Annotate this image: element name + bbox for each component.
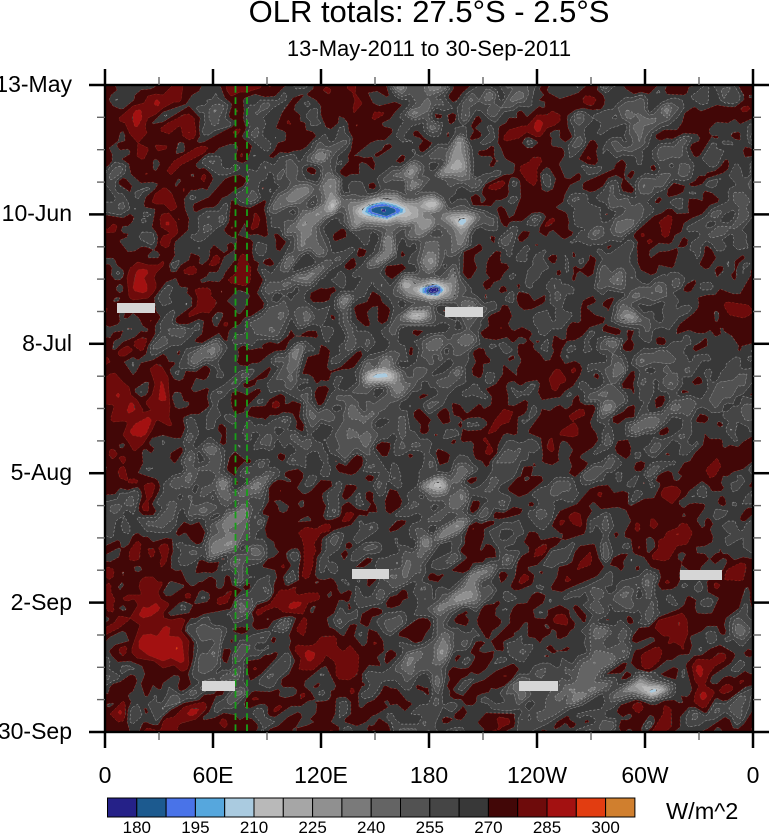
svg-text:W/m^2: W/m^2 xyxy=(666,798,738,824)
svg-text:285: 285 xyxy=(533,818,561,834)
svg-text:180: 180 xyxy=(123,818,151,834)
svg-text:270: 270 xyxy=(474,818,502,834)
svg-text:195: 195 xyxy=(181,818,209,834)
svg-text:240: 240 xyxy=(357,818,385,834)
svg-text:210: 210 xyxy=(240,818,268,834)
svg-text:255: 255 xyxy=(416,818,444,834)
svg-text:225: 225 xyxy=(298,818,326,834)
svg-text:300: 300 xyxy=(591,818,619,834)
